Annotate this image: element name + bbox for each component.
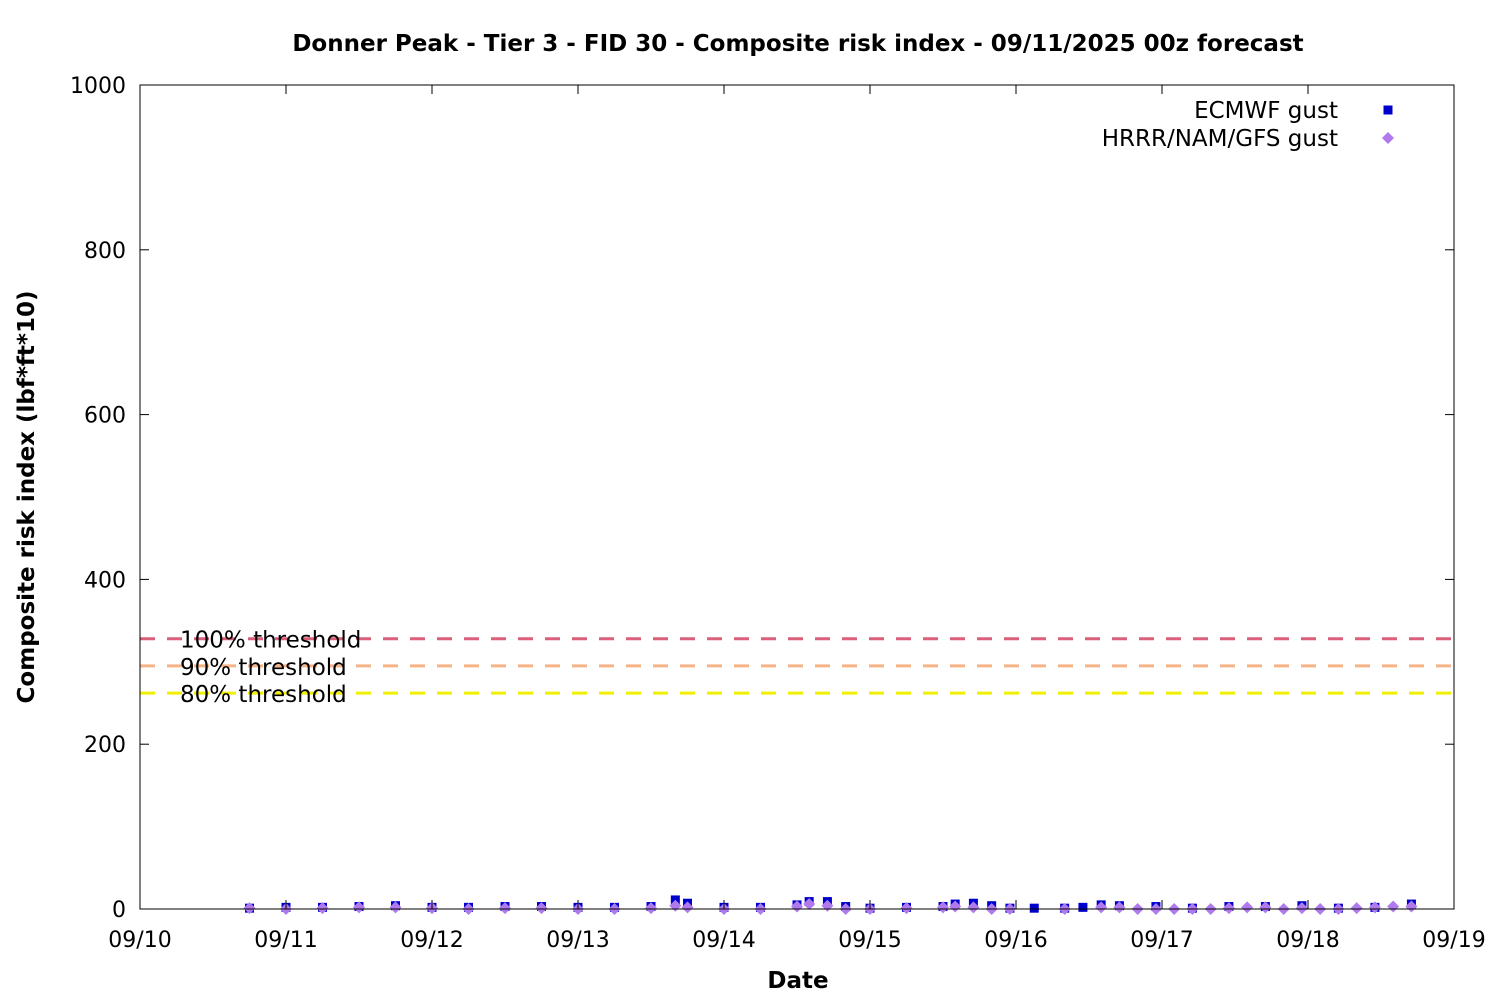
x-axis-label: Date	[767, 968, 828, 994]
data-point	[353, 901, 365, 914]
data-point	[389, 901, 402, 914]
data-point	[535, 902, 548, 915]
y-tick-label: 1000	[70, 74, 126, 99]
chart-title: Donner Peak - Tier 3 - FID 30 - Composit…	[292, 31, 1303, 57]
data-point	[1405, 900, 1418, 913]
data-point	[1368, 901, 1381, 914]
data-point	[791, 900, 803, 913]
x-tick-label: 09/10	[108, 928, 171, 953]
data-point	[681, 901, 694, 914]
x-tick-label: 09/16	[984, 928, 1047, 953]
y-axis-label: Composite risk index (lbf*ft*10)	[14, 291, 40, 704]
x-tick-label: 09/19	[1422, 928, 1485, 953]
plot-frame	[139, 84, 1455, 910]
data-point	[1350, 902, 1363, 915]
threshold-label: 90% threshold	[180, 655, 347, 681]
axes: 09/10 09/11 09/12 09/13 09/14 09/15 09/16 09/17…	[70, 74, 1486, 953]
x-tick-label: 09/11	[254, 928, 317, 953]
data-series	[243, 895, 1418, 915]
data-point	[1387, 900, 1400, 913]
legend-label: ECMWF gust	[1194, 98, 1338, 124]
data-point	[645, 902, 657, 915]
y-tick-label: 0	[112, 898, 126, 923]
data-point	[1029, 903, 1039, 913]
x-tick-label: 09/18	[1276, 928, 1339, 953]
x-tick-label: 09/14	[692, 928, 755, 953]
data-point	[1095, 901, 1108, 914]
data-point	[499, 902, 511, 915]
legend-marker-square	[1383, 105, 1393, 115]
data-point	[1078, 902, 1088, 912]
y-tick-label: 200	[84, 733, 126, 758]
data-point	[243, 902, 256, 915]
y-tick-label: 800	[84, 239, 126, 264]
data-point	[1222, 902, 1235, 915]
data-point	[900, 902, 913, 915]
data-point	[316, 902, 329, 915]
data-point	[1241, 901, 1254, 914]
x-tick-label: 09/15	[838, 928, 901, 953]
data-point	[949, 900, 962, 913]
legend-label: HRRR/NAM/GFS gust	[1102, 126, 1338, 152]
data-point	[937, 901, 949, 914]
data-point	[967, 901, 980, 914]
y-tick-label: 400	[84, 568, 126, 593]
data-point	[1295, 902, 1308, 915]
data-point	[1259, 901, 1272, 914]
data-point	[1113, 901, 1126, 914]
x-tick-label: 09/12	[400, 928, 463, 953]
data-point	[803, 898, 816, 911]
x-tick-label: 09/13	[546, 928, 609, 953]
x-tick-label: 09/17	[1130, 928, 1193, 953]
legend-marker-diamond	[1382, 132, 1394, 144]
threshold-label: 100% threshold	[180, 628, 361, 654]
y-tick-label: 600	[84, 404, 126, 429]
threshold-label: 80% threshold	[180, 682, 347, 708]
